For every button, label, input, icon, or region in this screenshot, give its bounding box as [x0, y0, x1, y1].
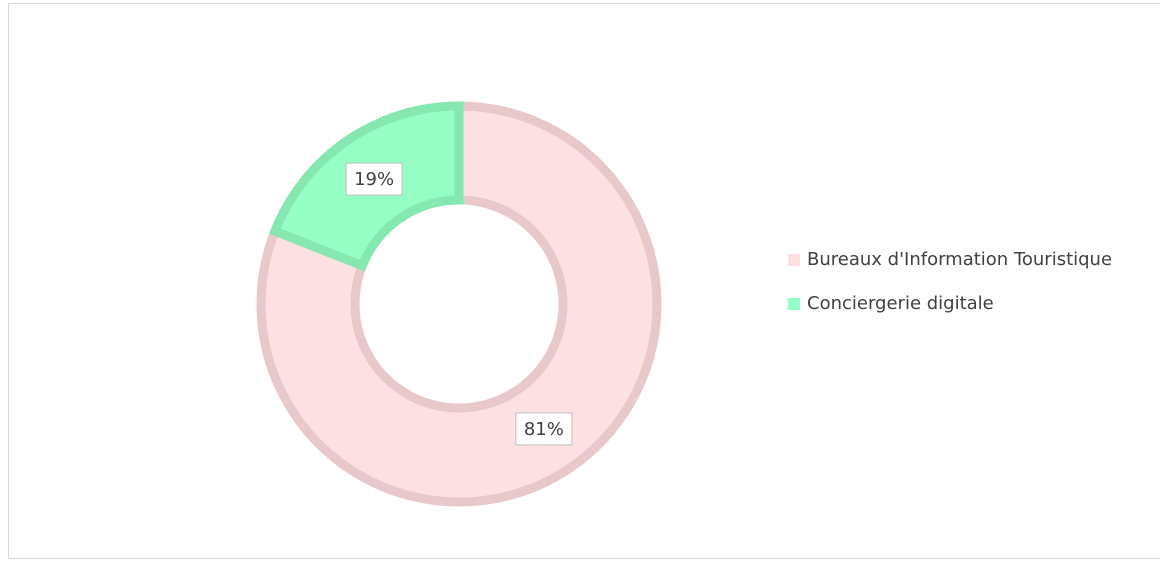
legend-swatch — [788, 298, 800, 310]
data-label-box — [345, 162, 403, 196]
legend-swatch — [788, 254, 800, 266]
data-label: 81% — [524, 419, 564, 440]
legend-label: Conciergerie digitale — [807, 293, 994, 314]
legend-label: Bureaux d'Information Touristique — [807, 249, 1112, 270]
data-label-box — [515, 412, 573, 446]
donut-segment — [256, 101, 662, 507]
data-label: 19% — [354, 169, 394, 190]
